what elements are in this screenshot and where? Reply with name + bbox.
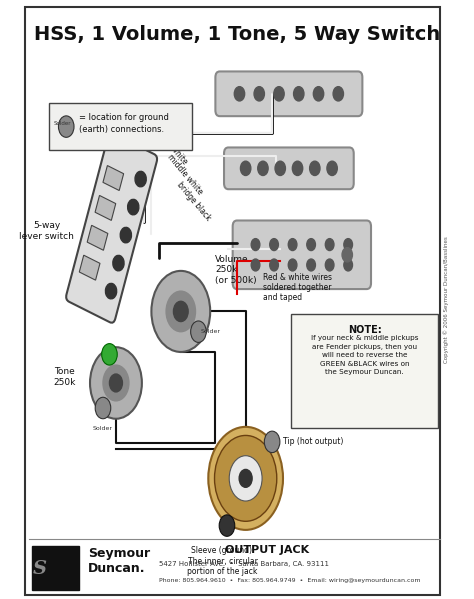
Circle shape — [327, 161, 337, 176]
Bar — [87, 225, 108, 250]
Circle shape — [135, 171, 146, 187]
Text: = location for ground
(earth) connections.: = location for ground (earth) connection… — [79, 113, 169, 134]
Circle shape — [113, 255, 124, 271]
Circle shape — [151, 271, 210, 352]
Circle shape — [325, 259, 334, 271]
Bar — [79, 255, 100, 280]
Text: Seymour
Duncan.: Seymour Duncan. — [88, 547, 150, 574]
Circle shape — [258, 161, 268, 176]
Circle shape — [240, 161, 251, 176]
Circle shape — [128, 199, 139, 215]
Text: neck white: neck white — [155, 129, 189, 167]
Circle shape — [90, 347, 142, 419]
Text: NOTE:: NOTE: — [347, 325, 382, 334]
Text: 5-way
lever switch: 5-way lever switch — [19, 221, 74, 241]
Circle shape — [310, 161, 320, 176]
Circle shape — [120, 228, 131, 243]
Circle shape — [103, 365, 129, 401]
Circle shape — [251, 259, 260, 271]
FancyBboxPatch shape — [233, 220, 371, 289]
Circle shape — [251, 238, 260, 250]
Circle shape — [344, 238, 353, 250]
Text: Volume
250k
(or 500k): Volume 250k (or 500k) — [215, 255, 257, 285]
Circle shape — [264, 431, 280, 453]
Text: OUTPUT JACK: OUTPUT JACK — [225, 545, 310, 555]
Text: Sleeve (ground).
The inner, circular
portion of the jack: Sleeve (ground). The inner, circular por… — [187, 546, 258, 576]
Circle shape — [215, 435, 277, 521]
FancyBboxPatch shape — [224, 147, 354, 189]
Text: middle white: middle white — [166, 152, 205, 196]
Circle shape — [313, 87, 324, 101]
FancyBboxPatch shape — [49, 103, 191, 150]
Circle shape — [173, 301, 188, 322]
Circle shape — [307, 238, 315, 250]
Circle shape — [344, 259, 353, 271]
Text: Copyright © 2006 Seymour Duncan/Basslines: Copyright © 2006 Seymour Duncan/Bassline… — [444, 236, 449, 363]
Circle shape — [58, 116, 74, 137]
Circle shape — [166, 291, 195, 332]
Circle shape — [229, 456, 262, 501]
Circle shape — [325, 238, 334, 250]
FancyBboxPatch shape — [66, 133, 157, 323]
Text: Tone
250k: Tone 250k — [53, 367, 75, 387]
Bar — [32, 546, 79, 591]
Circle shape — [109, 374, 122, 392]
Text: Red & white wires
soldered together
and taped: Red & white wires soldered together and … — [263, 273, 332, 302]
Circle shape — [270, 259, 278, 271]
Text: HSS, 1 Volume, 1 Tone, 5 Way Switch: HSS, 1 Volume, 1 Tone, 5 Way Switch — [34, 25, 440, 44]
Circle shape — [105, 283, 117, 299]
Circle shape — [274, 87, 284, 101]
Circle shape — [219, 515, 235, 536]
Text: 5427 Hollister Ave.  •  Santa Barbara, CA. 93111: 5427 Hollister Ave. • Santa Barbara, CA.… — [159, 561, 329, 567]
Circle shape — [333, 87, 344, 101]
Circle shape — [342, 247, 353, 262]
Circle shape — [307, 259, 315, 271]
Bar — [103, 165, 124, 190]
Text: Solder: Solder — [201, 329, 220, 334]
Circle shape — [292, 161, 303, 176]
Circle shape — [95, 397, 111, 419]
Circle shape — [288, 259, 297, 271]
Circle shape — [234, 87, 245, 101]
Circle shape — [208, 427, 283, 530]
Circle shape — [275, 161, 285, 176]
FancyBboxPatch shape — [291, 314, 438, 428]
FancyBboxPatch shape — [215, 71, 363, 116]
Text: Phone: 805.964.9610  •  Fax: 805.964.9749  •  Email: wiring@seymourduncan.com: Phone: 805.964.9610 • Fax: 805.964.9749 … — [159, 579, 421, 583]
Bar — [95, 195, 116, 220]
Text: Solder: Solder — [54, 121, 72, 126]
Circle shape — [191, 321, 206, 343]
Circle shape — [288, 238, 297, 250]
Text: bridge black: bridge black — [175, 180, 212, 222]
Circle shape — [293, 87, 304, 101]
Text: If your neck & middle pickups
are Fender pickups, then you
will need to reverse : If your neck & middle pickups are Fender… — [311, 335, 418, 375]
Circle shape — [270, 238, 278, 250]
Circle shape — [254, 87, 264, 101]
Text: Tip (hot output): Tip (hot output) — [283, 437, 343, 446]
Text: S: S — [33, 560, 47, 578]
Circle shape — [239, 470, 252, 488]
Text: Solder: Solder — [93, 426, 113, 431]
Circle shape — [102, 344, 117, 365]
